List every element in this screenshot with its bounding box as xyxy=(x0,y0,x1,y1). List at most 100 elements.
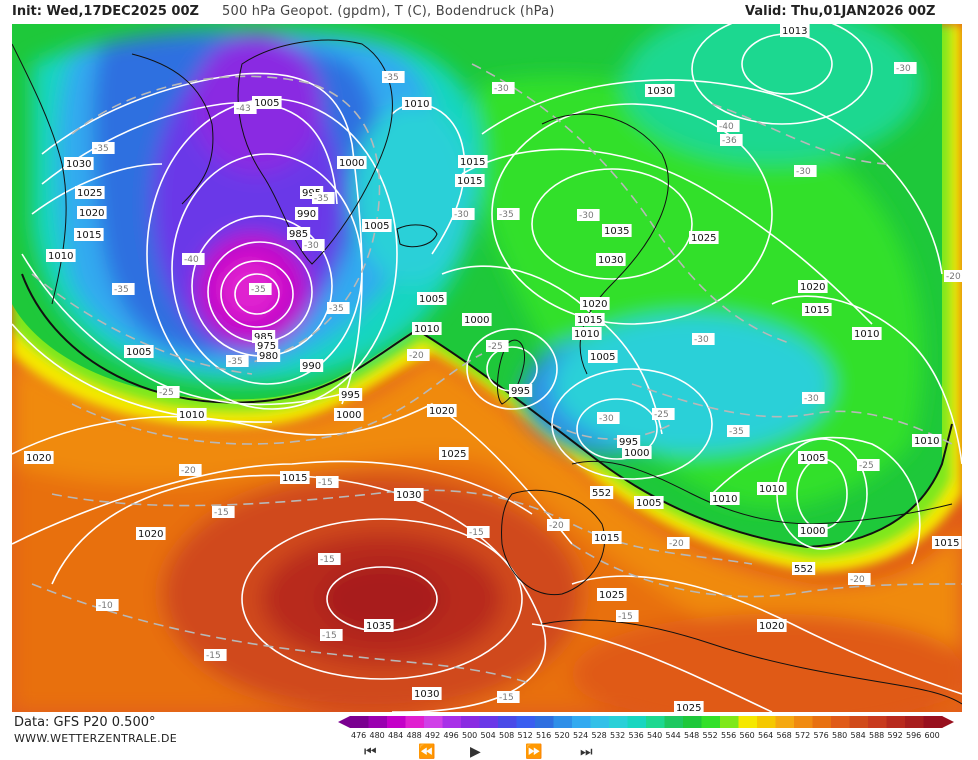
prev-frame-icon[interactable]: ⏪ xyxy=(418,744,436,760)
pressure-label-text: 1015 xyxy=(76,230,101,241)
pressure-label-text: 1015 xyxy=(594,533,619,544)
temperature-label-text: -15 xyxy=(320,555,335,565)
scale-tick-label: 544 xyxy=(666,731,681,740)
pressure-label-text: 1005 xyxy=(636,498,661,509)
africa-coast xyxy=(541,619,962,705)
pressure-label: 1000 xyxy=(622,446,652,459)
pressure-label: 1015 xyxy=(802,303,832,316)
pressure-label-text: 975 xyxy=(257,341,276,352)
scale-swatch xyxy=(424,716,443,728)
temperature-label: -10 xyxy=(96,599,119,611)
pressure-label-text: 1025 xyxy=(441,449,466,460)
scale-swatch xyxy=(350,716,369,728)
pressure-label: 1015 xyxy=(932,536,962,549)
map-header: Init: Wed,17DEC2025 00Z 500 hPa Geopot. … xyxy=(0,0,978,24)
play-icon[interactable]: ▶ xyxy=(470,744,481,760)
scale-tick-label: 488 xyxy=(407,731,422,740)
temperature-label: -20 xyxy=(547,519,570,531)
temperature-label-text: -43 xyxy=(236,104,251,114)
pressure-label-text: 1010 xyxy=(179,410,204,421)
temperature-label: -35 xyxy=(112,283,135,295)
canada-arctic-coast xyxy=(131,53,214,205)
temperature-label: -15 xyxy=(204,649,227,661)
temperature-label-text: -25 xyxy=(859,461,874,471)
pressure-label: 1015 xyxy=(455,174,485,187)
pressure-label-text: 1005 xyxy=(800,453,825,464)
pressure-label-text: 995 xyxy=(341,390,360,401)
temperature-label: -30 xyxy=(802,392,825,404)
scale-tick-label: 588 xyxy=(869,731,884,740)
scale-swatch xyxy=(701,716,721,728)
temperature-label-text: -15 xyxy=(322,631,337,641)
pressure-label-text: 1025 xyxy=(691,233,716,244)
pressure-label-text: 1020 xyxy=(79,208,104,219)
pressure-label: 1020 xyxy=(77,206,107,219)
temperature-label-text: -20 xyxy=(669,539,684,549)
scale-swatch xyxy=(831,716,850,728)
temperature-label: -35 xyxy=(312,192,335,204)
pressure-label: 1010 xyxy=(710,492,740,505)
pressure-label-text: 1010 xyxy=(854,329,879,340)
scale-swatch xyxy=(387,716,406,728)
temperature-label-text: -35 xyxy=(499,210,514,220)
pressure-label: 1005 xyxy=(634,496,664,509)
temperature-label-text: -35 xyxy=(314,194,329,204)
scale-swatch xyxy=(812,716,832,728)
pressure-label: 1020 xyxy=(427,404,457,417)
greenland-coast xyxy=(237,39,393,265)
temperature-label: -35 xyxy=(382,71,405,83)
height-label: 552 xyxy=(792,562,816,575)
temperature-label-text: -20 xyxy=(409,351,424,361)
temperature-label-text: -30 xyxy=(896,64,911,74)
pressure-label: 1030 xyxy=(596,253,626,266)
pressure-labels: 1005103010251020101510101000995990985985… xyxy=(24,24,962,712)
pressure-label-text: 1010 xyxy=(414,324,439,335)
iceland-coast xyxy=(396,224,438,248)
iberia-coast xyxy=(501,489,606,596)
pressure-label: 1020 xyxy=(136,527,166,540)
scale-tick-label: 592 xyxy=(888,731,903,740)
temperature-label-text: -30 xyxy=(599,414,614,424)
first-frame-icon[interactable]: ⏮ xyxy=(364,744,377,760)
pressure-label: 1010 xyxy=(852,327,882,340)
scale-tick-label: 596 xyxy=(906,731,921,740)
pressure-label-text: 1005 xyxy=(254,98,279,109)
temperature-label: -30 xyxy=(597,412,620,424)
temperature-label-text: -35 xyxy=(729,427,744,437)
pressure-label: 1025 xyxy=(597,588,627,601)
temperature-label-text: -20 xyxy=(549,521,564,531)
scale-swatch xyxy=(442,716,462,728)
temperature-label: -15 xyxy=(320,629,343,641)
pressure-label: 1030 xyxy=(64,157,94,170)
scale-tick-label: 484 xyxy=(388,731,403,740)
temperature-label-text: -25 xyxy=(488,342,503,352)
temperature-label-text: -35 xyxy=(329,304,344,314)
pressure-label-text: 1010 xyxy=(914,436,939,447)
pressure-label: 995 xyxy=(509,384,533,397)
temperature-label: -30 xyxy=(577,209,600,221)
temperature-label: -15 xyxy=(318,553,341,565)
next-frame-icon[interactable]: ⏩ xyxy=(525,744,543,760)
temperature-label-text: -30 xyxy=(494,84,509,94)
pressure-label: 1000 xyxy=(337,156,367,169)
pressure-label: 1030 xyxy=(412,687,442,700)
temperature-label: -35 xyxy=(727,425,750,437)
temperature-label-text: -30 xyxy=(796,167,811,177)
scale-tick-label: 504 xyxy=(481,731,496,740)
last-frame-icon[interactable]: ⏭ xyxy=(580,744,593,760)
isobars xyxy=(12,24,962,712)
temperature-label: -25 xyxy=(652,408,675,420)
pressure-label-text: 1010 xyxy=(48,251,73,262)
cyan-trough-europe xyxy=(552,314,832,454)
pressure-label: 985 xyxy=(287,227,311,240)
pressure-label: 1010 xyxy=(46,249,76,262)
pressure-label-text: 1015 xyxy=(460,157,485,168)
europe-coast xyxy=(571,460,953,525)
temperature-label-text: -35 xyxy=(228,357,243,367)
cyan-scandinavia xyxy=(352,104,472,284)
scale-swatch xyxy=(849,716,869,728)
valid-time: Valid: Thu,01JAN2026 00Z xyxy=(745,4,936,19)
scale-swatch xyxy=(664,716,684,728)
north-america-coast xyxy=(12,43,67,305)
temperature-label: -35 xyxy=(226,355,249,367)
